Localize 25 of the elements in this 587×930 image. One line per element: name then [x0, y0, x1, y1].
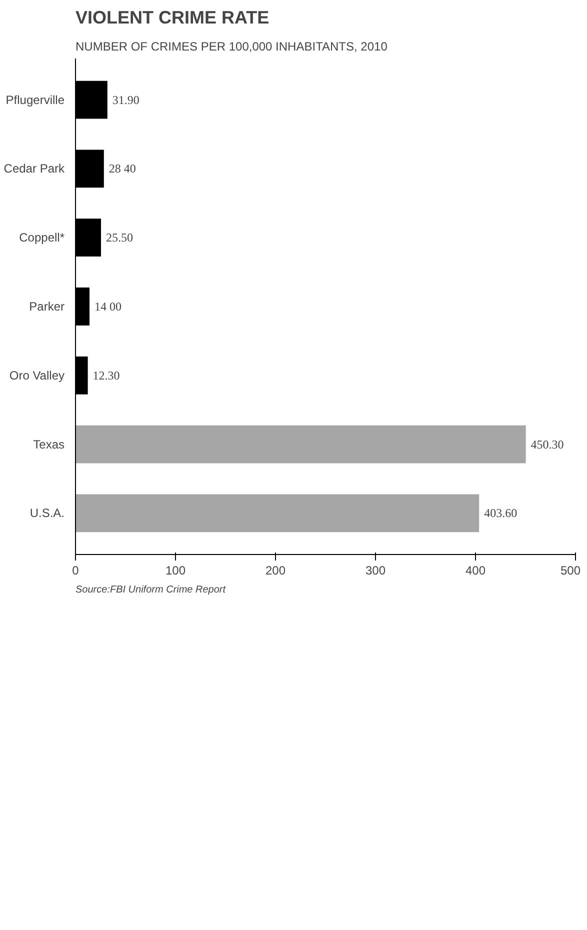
x-tick-label: 300 — [365, 564, 386, 578]
chart-title: VIOLENT CRIME RATE — [76, 8, 270, 28]
x-tick-label: 500 — [560, 564, 581, 578]
data-label: 12.30 — [92, 368, 120, 382]
x-tick-label: 100 — [165, 564, 186, 578]
x-tick-label: 0 — [72, 564, 80, 578]
y-tick-label: Parker — [29, 300, 65, 314]
data-label: 403.60 — [484, 506, 518, 520]
source-note: Source:FBI Uniform Crime Report — [76, 584, 227, 596]
data-label: 14 00 — [94, 300, 122, 314]
y-tick-label: Cedar Park — [4, 162, 66, 176]
bar — [76, 425, 526, 464]
y-tick-label: Pflugerville — [6, 92, 65, 107]
y-tick-label: Texas — [33, 437, 65, 452]
data-label: 28 40 — [108, 162, 136, 176]
data-label: 450.30 — [530, 437, 564, 452]
chart-subtitle: NUMBER OF CRIMES PER 100,000 INHABITANTS, 2010 — [76, 40, 388, 54]
x-tick-label: 200 — [265, 564, 286, 578]
bar — [76, 494, 480, 532]
x-tick-label: 400 — [465, 564, 486, 578]
data-label: 25.50 — [106, 230, 133, 245]
y-tick-label: Coppell* — [19, 230, 65, 245]
y-tick-label: U.S.A. — [30, 506, 65, 520]
data-label: 31.90 — [112, 92, 140, 107]
y-tick-label: Oro Valley — [9, 368, 65, 382]
